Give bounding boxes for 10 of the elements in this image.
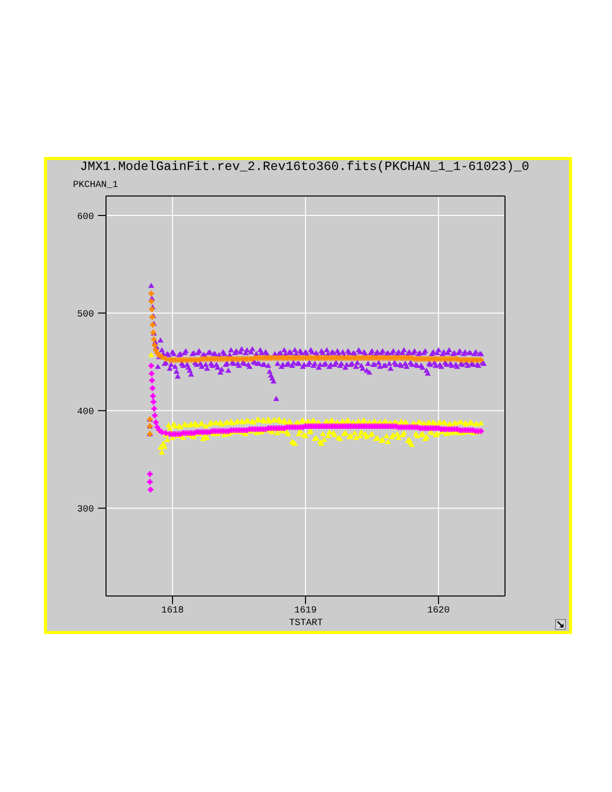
x-axis-title: TSTART bbox=[288, 617, 324, 628]
x-tick-label: 1618 bbox=[161, 604, 184, 616]
y-tick-label: 300 bbox=[77, 504, 94, 515]
x-tick-label: 1619 bbox=[294, 604, 317, 616]
chart-title: JMX1.ModelGainFit.rev_2.Rev16to360.fits(PKCHAN_1_1-61023)_0 bbox=[80, 159, 530, 175]
y-tick-label: 600 bbox=[77, 210, 94, 222]
y-tick-label: 500 bbox=[77, 308, 94, 320]
y-axis-title: PKCHAN_1 bbox=[73, 179, 118, 190]
x-tick-label: 1620 bbox=[427, 604, 450, 616]
y-tick-label: 400 bbox=[77, 406, 94, 417]
